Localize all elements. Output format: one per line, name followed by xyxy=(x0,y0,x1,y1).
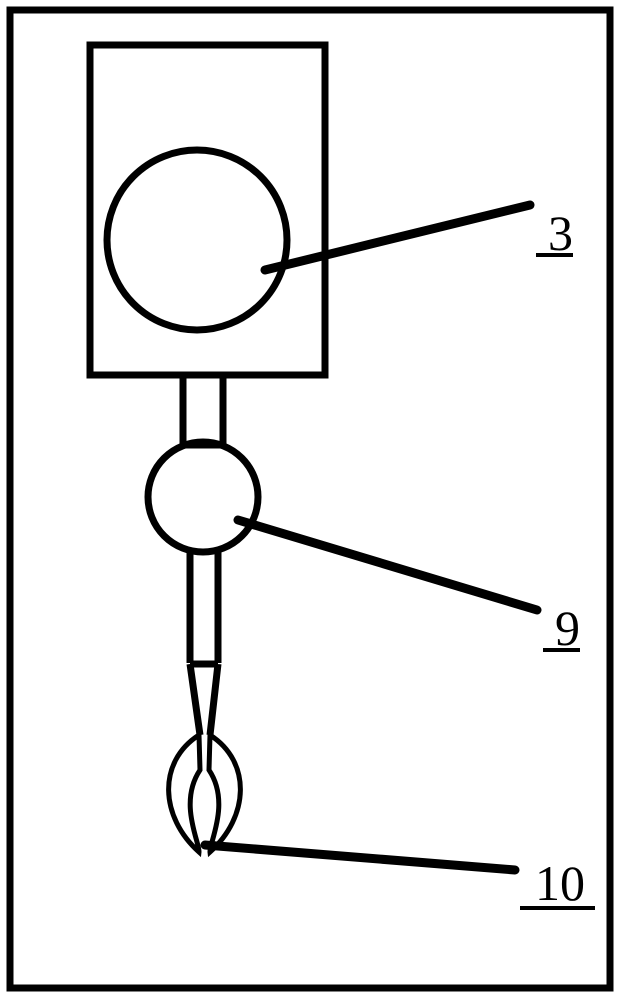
jaw-right xyxy=(209,735,240,852)
ball-joint xyxy=(148,442,258,552)
neck xyxy=(183,375,223,445)
leader-10 xyxy=(205,845,515,870)
leader-3 xyxy=(265,205,530,270)
leader-9 xyxy=(238,520,537,610)
label-9: 9 xyxy=(555,600,580,656)
label-10: 10 xyxy=(535,855,585,911)
body-rect xyxy=(90,45,325,375)
body-circle xyxy=(107,150,287,330)
stem xyxy=(190,548,218,663)
taper xyxy=(190,664,218,735)
label-3: 3 xyxy=(548,205,573,261)
jaw-left xyxy=(169,735,200,852)
outer-frame xyxy=(10,10,610,988)
